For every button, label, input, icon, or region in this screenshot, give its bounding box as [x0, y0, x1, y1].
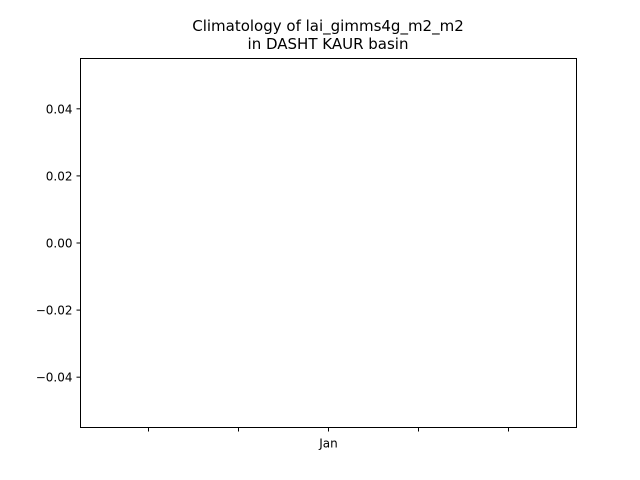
chart-title-line-1: Climatology of lai_gimms4g_m2_m2	[192, 17, 464, 36]
plot-area	[80, 58, 577, 428]
y-tick-label: 0.02	[46, 169, 73, 183]
y-tick-label: −0.04	[36, 371, 73, 385]
y-axis: 0.04 0.02 0.00 −0.02 −0.04	[36, 102, 81, 385]
y-tick-label: −0.02	[36, 304, 73, 318]
y-tick-label: 0.04	[46, 102, 73, 116]
x-tick-label: Jan	[318, 437, 338, 451]
chart-title: Climatology of lai_gimms4g_m2_m2 in DASH…	[192, 17, 464, 53]
x-axis: Jan	[148, 427, 509, 451]
chart-title-line-2: in DASHT KAUR basin	[248, 35, 409, 53]
y-tick-label: 0.00	[46, 237, 73, 251]
